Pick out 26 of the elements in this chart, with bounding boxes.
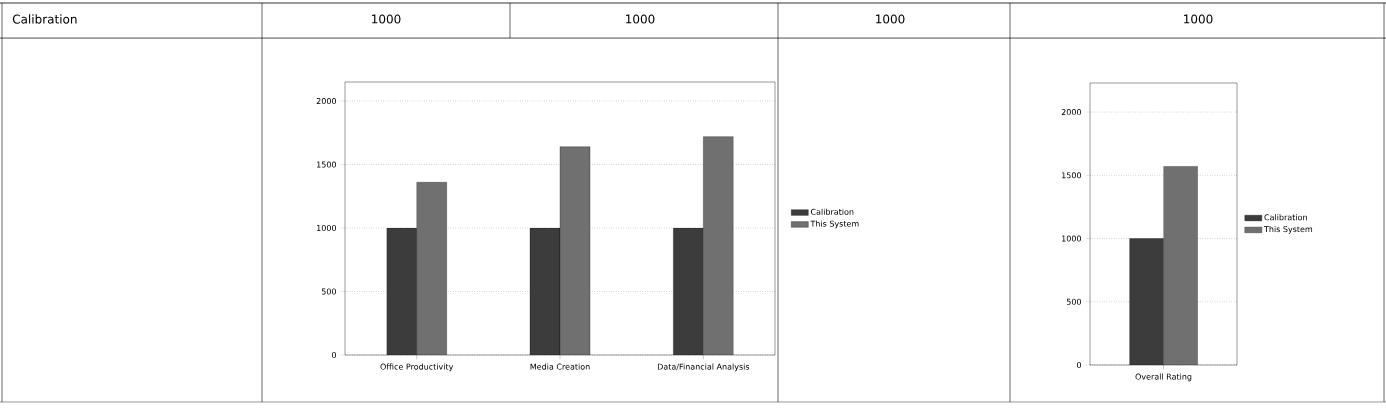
bar — [703, 136, 734, 355]
x-tick-label: Office Productivity — [380, 363, 454, 372]
y-tick-label: 0 — [331, 351, 337, 359]
y-tick-label: 1000 — [1062, 235, 1082, 242]
text: 1000 — [372, 14, 401, 24]
text: 1000 — [876, 14, 905, 24]
y-tick-label: 2000 — [1061, 109, 1082, 116]
bar — [559, 146, 591, 355]
legend-label: Calibration — [810, 208, 854, 215]
y-tick-label: 1500 — [1062, 172, 1082, 179]
legend-label: This System — [1263, 226, 1313, 234]
y-tick-label: 1500 — [317, 161, 337, 168]
y-tick-label: 0 — [1076, 361, 1082, 369]
bar — [416, 182, 447, 355]
y-tick-label: 2000 — [316, 98, 337, 105]
x-tick-label: Data/Financial Analysis — [657, 363, 750, 372]
legend-label: This System — [810, 220, 859, 229]
x-tick-label: Overall Rating — [1135, 373, 1192, 382]
y-tick-label: 500 — [1066, 298, 1082, 305]
text: 1000 — [626, 14, 655, 24]
y-tick-label: 1000 — [317, 224, 337, 232]
x-tick-label: Media Creation — [530, 363, 590, 370]
text: 1000 — [1184, 14, 1213, 24]
y-tick-label: 500 — [321, 288, 337, 295]
text: Calibration — [12, 14, 77, 24]
legend-label: Calibration — [1264, 214, 1307, 221]
